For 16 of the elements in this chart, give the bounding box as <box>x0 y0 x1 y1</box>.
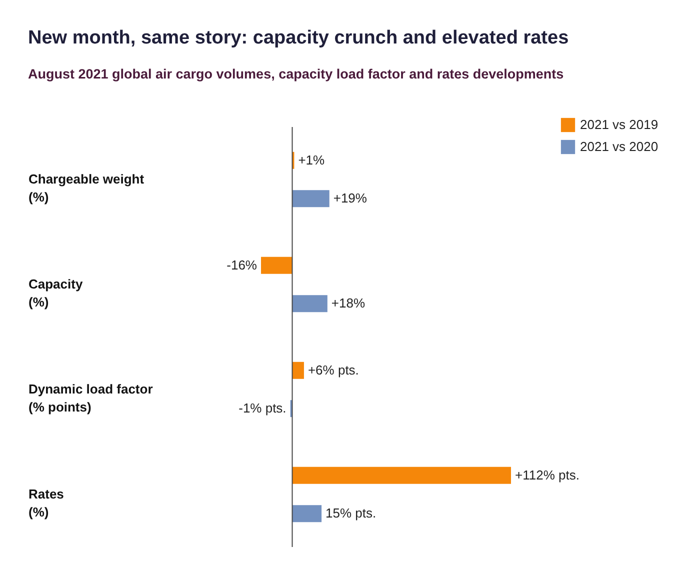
y-tick-label: Chargeable weight (%) <box>28 172 145 204</box>
data-label: +19% <box>333 190 368 206</box>
y-tick-label: Dynamic load factor (% points) <box>28 382 153 414</box>
data-label: +18% <box>331 296 366 311</box>
y-tick-label: Capacity (%) <box>28 276 84 310</box>
legend-label: 2021 vs 2020 <box>580 139 658 154</box>
data-label: -16% <box>226 257 258 272</box>
legend-label: 2021 vs 2019 <box>580 117 658 132</box>
y-tick-label: Rates (%) <box>28 486 64 520</box>
data-label: -1% pts. <box>238 400 286 416</box>
chart-title: New month, same story: capacity crunch and elevated rates <box>28 28 569 48</box>
chart-subtitle: August 2021 global air cargo volumes, capacity load factor and rates developments <box>28 66 564 82</box>
data-label: 15% pts. <box>326 506 376 521</box>
data-label: +112% pts. <box>515 467 580 482</box>
data-label: +1% <box>298 152 326 168</box>
data-label: +6% pts. <box>308 362 359 378</box>
